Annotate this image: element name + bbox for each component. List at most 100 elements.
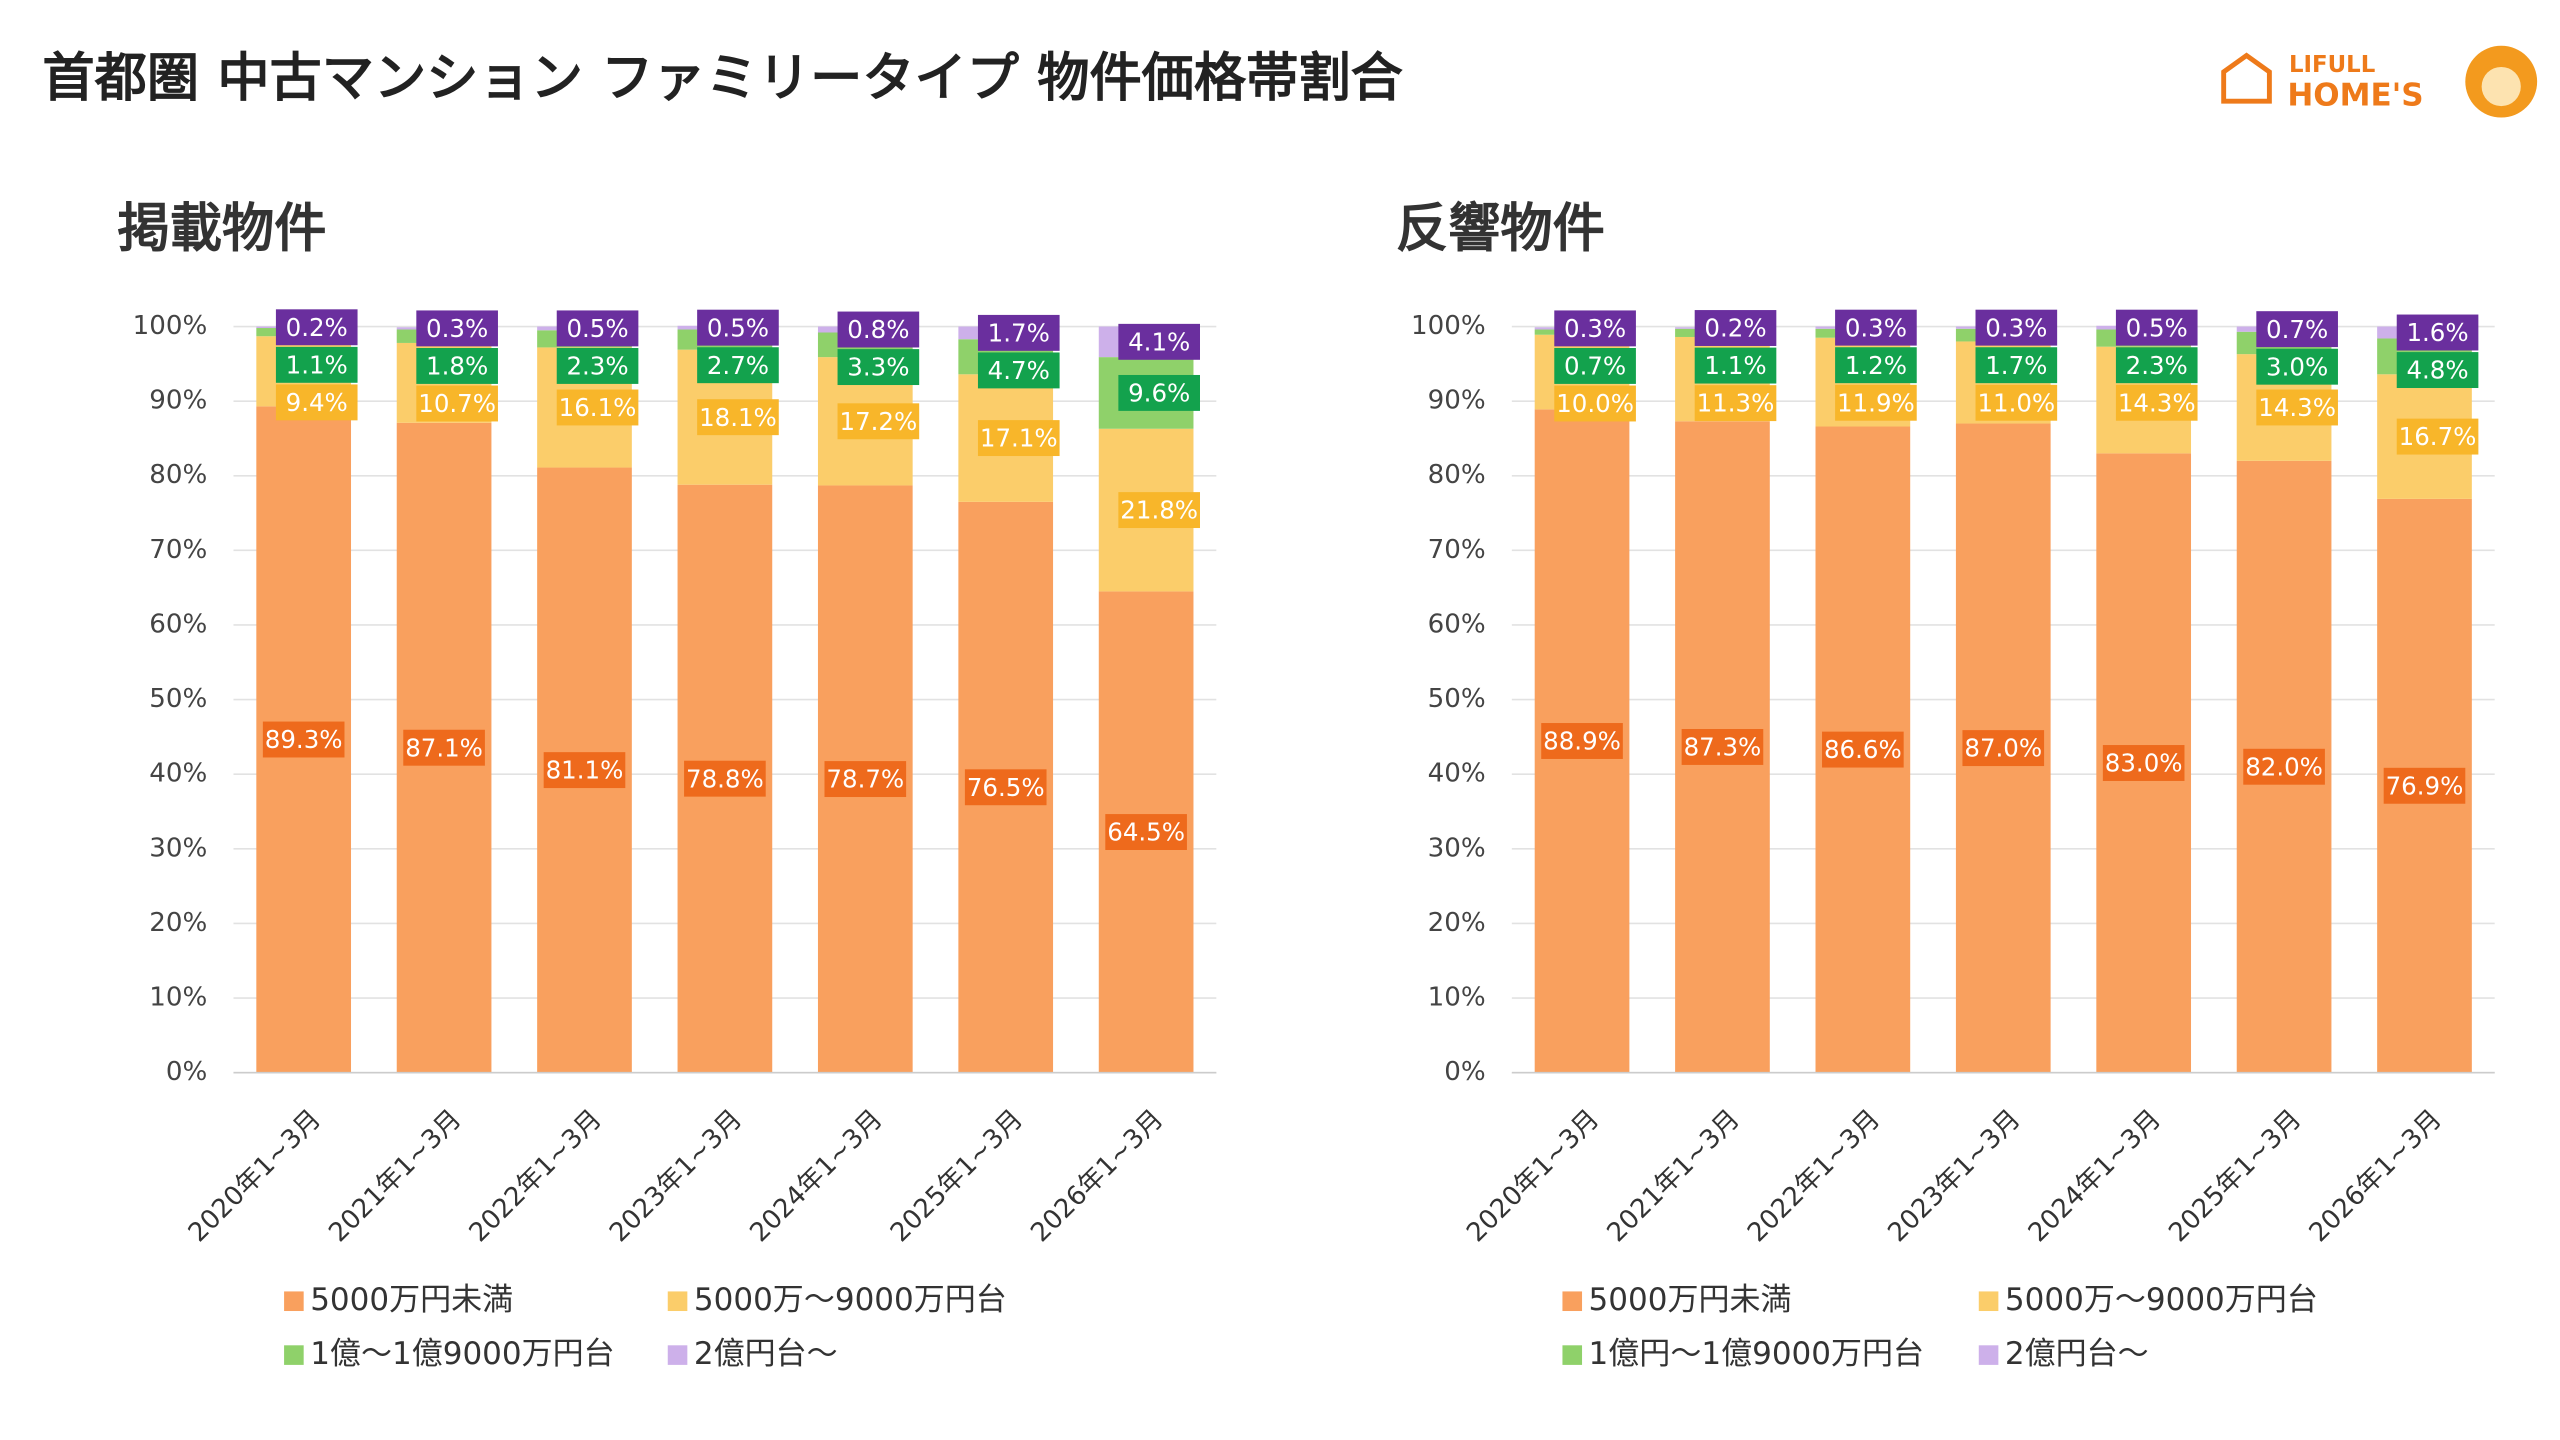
data-label: 76.5% xyxy=(967,773,1045,802)
data-label: 87.1% xyxy=(405,733,483,762)
data-label: 0.3% xyxy=(426,314,488,343)
x-tick-label: 2024年1~3月 xyxy=(2023,1104,2167,1248)
data-label: 3.3% xyxy=(847,353,909,382)
data-label: 1.1% xyxy=(1704,351,1766,380)
label-bg xyxy=(977,420,1060,457)
data-label: 2.7% xyxy=(707,351,769,380)
label-bg xyxy=(977,314,1060,351)
logo-icon xyxy=(2221,52,2272,104)
data-label: 4.1% xyxy=(1128,327,1190,356)
data-label: 76.9% xyxy=(2386,771,2464,800)
y-tick-label: 70% xyxy=(149,535,207,565)
data-label: 1.2% xyxy=(1845,351,1907,380)
x-tick-label: 2024年1~3月 xyxy=(745,1104,889,1248)
logo-top: LIFULL xyxy=(2289,52,2375,78)
chart-title: 反響物件 xyxy=(1396,199,1605,259)
legend-label: 5000万円未満 xyxy=(310,1282,513,1318)
data-label: 17.2% xyxy=(840,407,918,436)
legend-swatch xyxy=(1978,1291,1999,1312)
data-label: 1.1% xyxy=(286,350,348,379)
y-tick-label: 20% xyxy=(149,908,207,938)
data-label: 87.3% xyxy=(1684,733,1762,762)
label-bg xyxy=(1835,347,1917,384)
label-bg xyxy=(416,385,498,422)
data-label: 82.0% xyxy=(2245,752,2323,781)
label-bg xyxy=(2256,348,2338,385)
data-label: 9.4% xyxy=(286,388,348,417)
label-bg xyxy=(824,761,907,798)
y-tick-label: 30% xyxy=(149,833,207,863)
label-bg xyxy=(1105,814,1187,850)
data-label: 0.8% xyxy=(847,315,909,344)
data-label: 0.2% xyxy=(1704,314,1766,343)
x-tick-label: 2021年1~3月 xyxy=(1602,1104,1746,1248)
label-bg xyxy=(2115,309,2198,346)
x-tick-label: 2020年1~3月 xyxy=(1461,1104,1605,1248)
label-bg xyxy=(1975,309,2058,346)
label-bg xyxy=(1822,731,1904,768)
data-label: 0.3% xyxy=(1845,313,1907,342)
data-label: 4.7% xyxy=(988,356,1050,385)
label-bg xyxy=(697,347,779,384)
legend-label: 5000万円未満 xyxy=(1589,1282,1792,1318)
data-label: 0.5% xyxy=(2126,313,2188,342)
label-bg xyxy=(403,729,485,766)
legend-label: 1億～1億9000万円台 xyxy=(310,1336,614,1372)
label-bg xyxy=(2396,314,2479,351)
data-label: 16.7% xyxy=(2399,422,2477,451)
x-tick-label: 2022年1~3月 xyxy=(464,1104,608,1248)
label-bg xyxy=(1554,310,1636,347)
legend-swatch xyxy=(667,1291,688,1312)
data-label: 89.3% xyxy=(265,725,343,754)
label-bg xyxy=(2115,347,2198,384)
data-label: 17.1% xyxy=(980,424,1058,453)
legend-swatch xyxy=(284,1291,304,1312)
label-bg xyxy=(2383,767,2466,804)
y-tick-label: 30% xyxy=(1428,833,1486,863)
data-label: 0.3% xyxy=(1985,313,2047,342)
x-tick-label: 2025年1~3月 xyxy=(2163,1104,2307,1248)
logo-mascot-face xyxy=(2481,66,2521,107)
data-label: 16.1% xyxy=(559,393,637,422)
label-bg xyxy=(837,349,920,386)
y-tick-label: 80% xyxy=(149,460,207,490)
data-label: 9.6% xyxy=(1128,379,1190,408)
data-label: 14.3% xyxy=(2118,388,2196,417)
y-tick-label: 40% xyxy=(149,759,207,789)
label-bg xyxy=(416,310,498,347)
label-bg xyxy=(1694,310,1777,346)
data-label: 1.6% xyxy=(2406,318,2468,347)
page-title: 首都圏 中古マンション ファミリータイプ 物件価格帯割合 xyxy=(42,49,1403,109)
label-bg xyxy=(1554,385,1636,422)
label-bg xyxy=(1694,347,1777,384)
label-bg xyxy=(2102,745,2185,781)
data-label: 14.3% xyxy=(2258,393,2336,422)
label-bg xyxy=(2115,384,2198,421)
data-label: 3.0% xyxy=(2266,352,2328,381)
label-bg xyxy=(977,352,1060,389)
label-bg xyxy=(964,769,1047,806)
y-tick-label: 90% xyxy=(149,386,207,416)
label-bg xyxy=(275,346,358,383)
y-tick-label: 40% xyxy=(1428,759,1486,789)
label-bg xyxy=(1975,347,2058,384)
x-tick-label: 2020年1~3月 xyxy=(183,1104,327,1248)
x-tick-label: 2021年1~3月 xyxy=(323,1104,467,1248)
data-label: 81.1% xyxy=(546,756,624,785)
label-bg xyxy=(1975,384,2058,421)
legend-label: 2億円台～ xyxy=(694,1336,838,1372)
data-label: 10.0% xyxy=(1556,389,1634,418)
legend-swatch xyxy=(1562,1345,1583,1365)
y-tick-label: 50% xyxy=(1428,684,1486,714)
label-bg xyxy=(1694,385,1777,422)
y-tick-label: 10% xyxy=(1428,983,1486,1013)
label-bg xyxy=(684,760,766,797)
logo: LIFULL HOME'S xyxy=(2221,45,2538,118)
label-bg xyxy=(556,389,639,426)
data-label: 64.5% xyxy=(1107,818,1185,847)
data-label: 1.8% xyxy=(426,352,488,381)
data-label: 78.8% xyxy=(686,764,764,793)
data-label: 11.9% xyxy=(1837,388,1915,417)
label-bg xyxy=(1118,323,1200,360)
